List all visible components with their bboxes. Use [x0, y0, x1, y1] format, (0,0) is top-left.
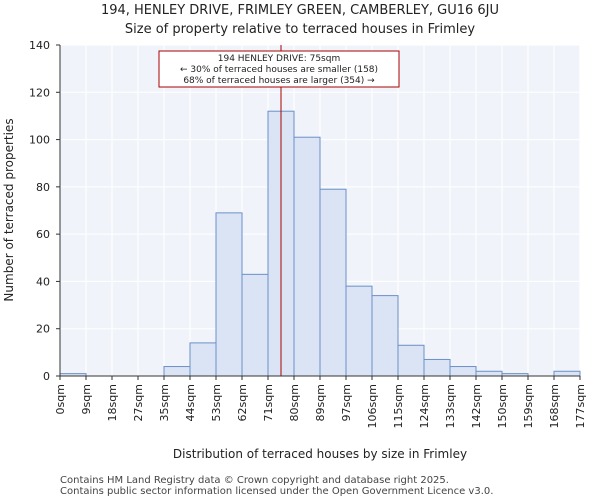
bar: [423, 358, 451, 377]
x-tick-label: 124sqm: [418, 384, 431, 428]
footer-line2: Contains public sector information licen…: [60, 486, 493, 497]
bar: [215, 212, 243, 377]
x-tick-label: 71sqm: [262, 384, 275, 421]
y-tick-label: 140: [29, 39, 50, 52]
bar: [449, 366, 477, 377]
y-tick-label: 20: [36, 323, 50, 336]
x-tick-label: 106sqm: [366, 384, 379, 428]
y-tick-label: 60: [36, 228, 50, 241]
annotation-frame: [158, 50, 400, 88]
y-tick-label: 0: [43, 370, 50, 383]
x-tick-label: 27sqm: [132, 384, 145, 421]
x-tick-label: 62sqm: [236, 384, 249, 421]
annotation-line3: 68% of terraced houses are larger (354) …: [183, 76, 375, 86]
bar: [553, 370, 581, 377]
annotation-line2: ← 30% of terraced houses are smaller (15…: [180, 65, 378, 75]
x-tick-label: 142sqm: [470, 384, 483, 428]
bar: [293, 136, 321, 377]
x-tick-label: 150sqm: [496, 384, 509, 428]
x-tick-label: 89sqm: [314, 384, 327, 421]
bar: [319, 188, 347, 377]
chart-title-line1: 194, HENLEY DRIVE, FRIMLEY GREEN, CAMBER…: [101, 3, 499, 18]
bar: [189, 342, 217, 377]
x-tick-label: 168sqm: [548, 384, 561, 428]
x-tick-label: 177sqm: [574, 384, 587, 428]
x-tick-label: 133sqm: [444, 384, 457, 428]
bar: [371, 295, 399, 377]
bar: [241, 273, 269, 377]
bar: [397, 344, 425, 377]
bar: [345, 285, 373, 377]
y-tick-label: 120: [29, 86, 50, 99]
y-tick-label: 100: [29, 134, 50, 147]
chart-title-line2: Size of property relative to terraced ho…: [125, 22, 476, 37]
x-tick-label: 115sqm: [392, 384, 405, 428]
annotation-line1: 194 HENLEY DRIVE: 75sqm: [218, 54, 340, 64]
annotation-box: 194 HENLEY DRIVE: 75sqm ← 30% of terrace…: [158, 50, 400, 88]
x-tick-label: 9sqm: [80, 384, 93, 414]
x-tick-label: 0sqm: [54, 384, 67, 414]
x-tick-label: 80sqm: [288, 384, 301, 421]
y-tick-label: 80: [36, 181, 50, 194]
x-tick-label: 159sqm: [522, 384, 535, 428]
bar: [163, 366, 191, 377]
axes: [56, 44, 581, 380]
y-tick-label: 40: [36, 275, 50, 288]
x-tick-label: 53sqm: [210, 384, 223, 421]
x-tick-label: 35sqm: [158, 384, 171, 421]
y-axis-title: Number of terraced properties: [2, 118, 16, 301]
x-tick-labels: 0sqm 9sqm 18sqm 27sqm 35sqm 44sqm 53sqm 62sqm 71…: [54, 384, 587, 428]
footer-line1: Contains HM Land Registry data © Crown c…: [60, 475, 449, 486]
x-tick-label: 97sqm: [340, 384, 353, 421]
y-tick-labels: 0 20 40 60 80 100 120 140: [29, 39, 50, 383]
x-tick-label: 44sqm: [184, 384, 197, 421]
bar: [475, 370, 503, 377]
x-axis-title: Distribution of terraced houses by size …: [173, 447, 467, 461]
x-tick-label: 18sqm: [106, 384, 119, 421]
